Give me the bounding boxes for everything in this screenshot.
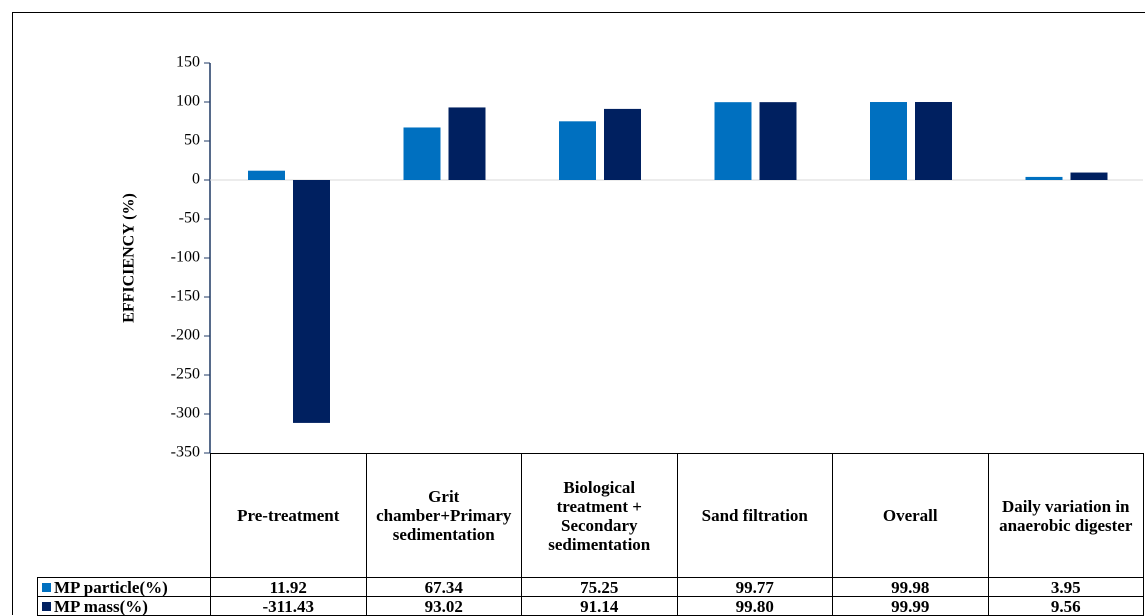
- data-label: 93.02: [366, 596, 523, 616]
- x-tick-label: Daily variation in anaerobic digester: [988, 453, 1145, 578]
- data-label: 99.98: [832, 577, 989, 597]
- bar: [404, 127, 441, 180]
- data-label: 9.56: [988, 596, 1145, 616]
- bar: [715, 102, 752, 180]
- data-label-text: 91.14: [580, 597, 618, 616]
- y-tick-label: 150: [176, 54, 200, 71]
- data-label-text: -311.43: [263, 597, 314, 616]
- x-tick-label-text: Pre-treatment: [237, 506, 339, 525]
- data-label-text: 75.25: [580, 578, 618, 597]
- legend-swatch: [42, 583, 51, 592]
- data-label-text: 99.99: [891, 597, 929, 616]
- y-tick-label: 0: [192, 171, 200, 188]
- bar: [248, 171, 285, 180]
- legend-swatch: [42, 602, 51, 611]
- x-tick-label: Overall: [832, 453, 989, 578]
- bar: [293, 180, 330, 423]
- legend-entry: MP particle(%): [37, 577, 211, 597]
- data-label: -311.43: [210, 596, 367, 616]
- x-tick-label: Biological treatment + Secondary sedimen…: [521, 453, 678, 578]
- bar: [915, 102, 952, 180]
- y-axis-label: EFFICIENCY (%): [121, 193, 138, 323]
- legend-text: MP mass(%): [54, 597, 148, 616]
- x-tick-label: Grit chamber+Primary sedimentation: [366, 453, 523, 578]
- data-label-text: 99.80: [736, 597, 774, 616]
- data-label-text: 93.02: [425, 597, 463, 616]
- x-tick-label-text: Biological treatment + Secondary sedimen…: [526, 478, 673, 554]
- legend-entry: MP mass(%): [37, 596, 211, 616]
- y-tick-label: -50: [179, 210, 200, 227]
- y-tick-label: -150: [171, 288, 200, 305]
- bar: [1026, 177, 1063, 180]
- bar: [760, 102, 797, 180]
- data-label: 67.34: [366, 577, 523, 597]
- y-tick-label: -250: [171, 366, 200, 383]
- x-tick-label-text: Sand filtration: [702, 506, 808, 525]
- data-label: 99.77: [677, 577, 834, 597]
- x-tick-label-text: Daily variation in anaerobic digester: [993, 497, 1140, 535]
- x-tick-label: Sand filtration: [677, 453, 834, 578]
- y-tick-label: 50: [184, 132, 200, 149]
- y-tick-label: 100: [176, 93, 200, 110]
- data-label: 11.92: [210, 577, 367, 597]
- data-label-text: 11.92: [270, 578, 307, 597]
- data-label-text: 99.98: [891, 578, 929, 597]
- y-tick-label: -100: [171, 249, 200, 266]
- x-tick-label-text: Overall: [883, 506, 938, 525]
- y-tick-label: -300: [171, 405, 200, 422]
- y-tick-label: -200: [171, 327, 200, 344]
- bar: [604, 109, 641, 180]
- x-tick-label-text: Grit chamber+Primary sedimentation: [371, 487, 518, 544]
- data-label-text: 99.77: [736, 578, 774, 597]
- data-label-text: 9.56: [1051, 597, 1081, 616]
- data-label: 99.80: [677, 596, 834, 616]
- data-label: 3.95: [988, 577, 1145, 597]
- y-tick-label: -350: [171, 444, 200, 461]
- data-label-text: 67.34: [425, 578, 463, 597]
- bar: [449, 107, 486, 180]
- bar: [1071, 173, 1108, 180]
- data-label-text: 3.95: [1051, 578, 1081, 597]
- data-label: 91.14: [521, 596, 678, 616]
- bar: [559, 121, 596, 180]
- legend-text: MP particle(%): [54, 578, 168, 597]
- data-label: 75.25: [521, 577, 678, 597]
- x-tick-label: Pre-treatment: [210, 453, 367, 578]
- bar: [870, 102, 907, 180]
- data-label: 99.99: [832, 596, 989, 616]
